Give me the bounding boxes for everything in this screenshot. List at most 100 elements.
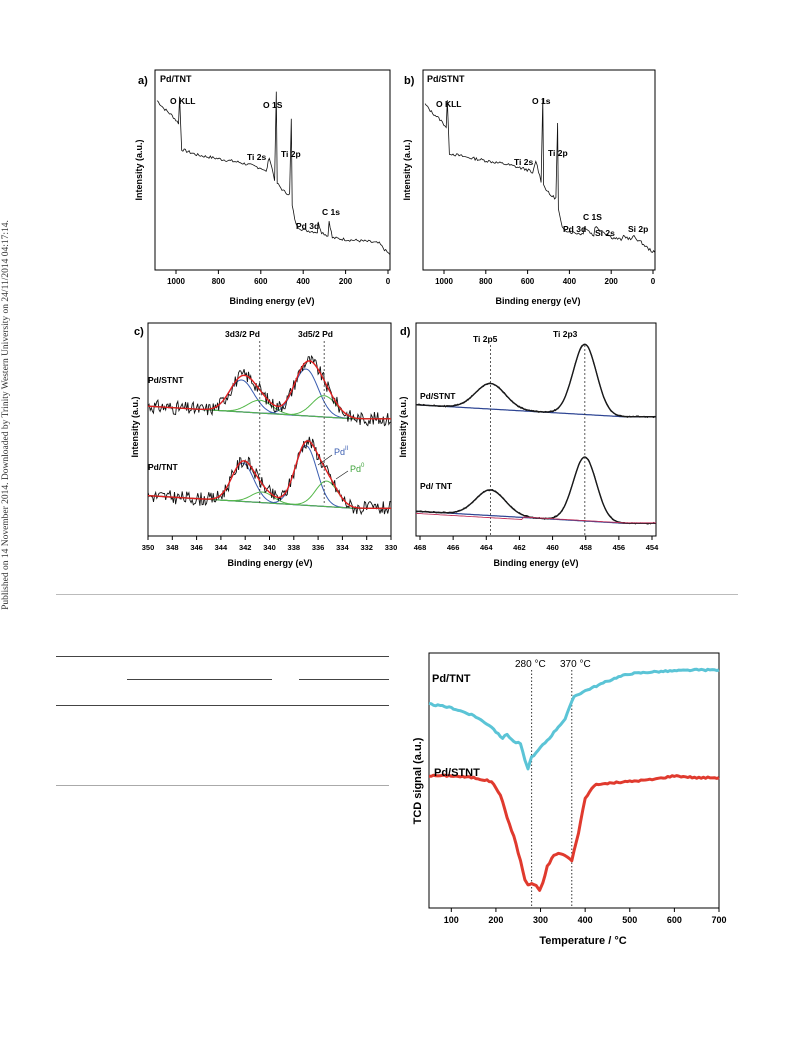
table-subheader-rule <box>299 679 389 680</box>
panel-b-peak-label: Si 2p <box>628 224 648 234</box>
panel-d-frame <box>415 322 657 537</box>
tpr-series-line-stnt <box>428 773 720 892</box>
panel-a-peak-label: C 1s <box>322 207 340 217</box>
panel-c-legend-pd0: Pd 0 <box>335 463 365 480</box>
panel-d-tick-label: 458 <box>579 543 592 552</box>
xps-pd3d-panel-c: c) Intensity (a.u.) Binding energy (eV) … <box>130 322 398 568</box>
tpr-tick-label: 600 <box>667 915 682 925</box>
panel-c-component-peak <box>147 491 391 509</box>
panel-a-ylabel: Intensity (a.u.) <box>134 139 144 200</box>
panel-d-raw-data <box>415 344 657 419</box>
panel-d-xlabel: Binding energy (eV) <box>493 558 578 568</box>
panel-b-ylabel: Intensity (a.u.) <box>402 139 412 200</box>
panel-c-tick-label: 332 <box>360 543 373 552</box>
panel-c-raw-data <box>147 436 391 516</box>
panel-d-fit-envelope <box>415 343 656 418</box>
panel-d-tick-label: 466 <box>447 543 460 552</box>
panel-a-tick-label: 600 <box>254 277 268 286</box>
tpr-sample-label: Pd/TNT <box>432 673 471 685</box>
panel-c-tick-label: 344 <box>215 543 228 552</box>
panel-c-fit-envelope <box>148 360 391 420</box>
panel-a-tick-label: 1000 <box>167 277 185 286</box>
panel-c-fit-envelope <box>147 440 391 509</box>
table-subheader-rule <box>127 679 272 680</box>
panel-c-raw-data <box>147 354 392 427</box>
panel-a-letter: a) <box>138 75 148 87</box>
panel-a-spectrum-line <box>156 91 391 255</box>
panel-c-tick-label: 330 <box>385 543 398 552</box>
panel-d-peak-label: Ti 2p5 <box>473 334 498 344</box>
panel-b-peak-label: Ti 2s <box>514 157 533 167</box>
panel-c-sample-label: Pd/TNT <box>148 462 179 472</box>
panel-c-ylabel: Intensity (a.u.) <box>130 396 140 457</box>
panel-b-spectrum-line <box>424 98 656 254</box>
xps-survey-panel-b: b) Pd/STNT Intensity (a.u.) Binding ener… <box>402 69 656 306</box>
tpr-xlabel: Temperature / °C <box>539 935 626 947</box>
panel-b-peak-label: C 1S <box>583 212 602 222</box>
panel-c-component-peak <box>148 399 391 420</box>
panel-a-tick-label: 200 <box>339 277 353 286</box>
tpr-tick-label: 500 <box>622 915 637 925</box>
panel-a-tick-label: 0 <box>386 277 391 286</box>
panel-b-peak-label: O 1s <box>532 96 551 106</box>
panel-c-frame <box>147 322 392 537</box>
panel-b-sample-label: Pd/STNT <box>427 74 465 84</box>
legend-pd2-sup: II <box>345 446 349 452</box>
panel-a-sample-label: Pd/TNT <box>160 74 192 84</box>
tpr-marker-label: 280 °C <box>515 659 546 670</box>
panel-d-tick-label: 464 <box>480 543 493 552</box>
panel-b-peak-label: Ti 2p <box>548 148 568 158</box>
panel-c-tick-label: 342 <box>239 543 252 552</box>
panel-b-tick-label: 400 <box>563 277 577 286</box>
panel-c-sample-label: Pd/STNT <box>148 375 184 385</box>
panel-c-component-peak <box>147 445 391 509</box>
tpr-tick-label: 700 <box>711 915 726 925</box>
tpr-marker-label: 370 °C <box>560 659 591 670</box>
legend-pointer <box>317 454 333 466</box>
tpr-ylabel: TCD signal (a.u.) <box>412 737 424 824</box>
panel-b-frame <box>422 69 656 271</box>
panel-a-peak-label: O 1S <box>263 100 283 110</box>
section-separator <box>56 594 738 595</box>
panel-a-peak-label: Pd 3d <box>296 221 319 231</box>
panel-c-letter: c) <box>134 326 144 338</box>
panel-d-sample-label: Pd/STNT <box>420 391 456 401</box>
panel-d-letter: d) <box>400 326 411 338</box>
tpr-tick-label: 300 <box>533 915 548 925</box>
panel-b-tick-label: 0 <box>651 277 656 286</box>
tpr-tick-label: 400 <box>578 915 593 925</box>
tpr-tick-label: 100 <box>444 915 459 925</box>
panel-c-tick-label: 348 <box>166 543 179 552</box>
panel-a-frame <box>154 69 391 271</box>
panel-c-tick-label: 346 <box>190 543 203 552</box>
xps-survey-panel-a: a) Pd/TNT Intensity (a.u.) Binding energ… <box>134 69 391 306</box>
panel-d-baseline-residual <box>415 512 656 524</box>
panel-b-peak-label: O KLL <box>436 99 462 109</box>
xps-ti2p-panel-d: d) Intensity (a.u.) Binding energy (eV) … <box>398 322 659 568</box>
legend-pd0-label: Pd <box>350 464 361 474</box>
panel-a-tick-label: 800 <box>212 277 226 286</box>
panel-d-tick-label: 460 <box>546 543 559 552</box>
table-top-rule <box>56 656 389 657</box>
panel-c-tick-label: 350 <box>142 543 155 552</box>
panel-d-tick-label: 454 <box>646 543 659 552</box>
panel-c-tick-label: 334 <box>336 543 349 552</box>
tpr-series-line-tnt <box>428 667 720 771</box>
panel-b-peak-label: Si 2s <box>595 228 615 238</box>
panel-d-tick-label: 468 <box>414 543 427 552</box>
panel-b-tick-label: 1000 <box>435 277 453 286</box>
panel-c-peak-label: 3d3/2 Pd <box>225 329 260 339</box>
panel-c-tick-label: 340 <box>263 543 276 552</box>
panel-a-peak-label: Ti 2p <box>281 149 301 159</box>
panel-c-tick-label: 336 <box>312 543 325 552</box>
panel-b-tick-label: 600 <box>521 277 535 286</box>
panel-d-peak-label: Ti 2p3 <box>553 329 578 339</box>
panel-d-ylabel: Intensity (a.u.) <box>398 396 408 457</box>
panel-c-peak-label: 3d5/2 Pd <box>298 329 333 339</box>
side-publication-note: Published on 14 November 2014. Downloade… <box>1 220 11 610</box>
panel-a-peak-label: O KLL <box>170 96 196 106</box>
legend-pointer <box>335 470 349 480</box>
legend-pd2-label: Pd <box>334 447 345 457</box>
h2-tpr-chart: TCD signal (a.u.) Temperature / °C 100 20… <box>412 652 727 947</box>
